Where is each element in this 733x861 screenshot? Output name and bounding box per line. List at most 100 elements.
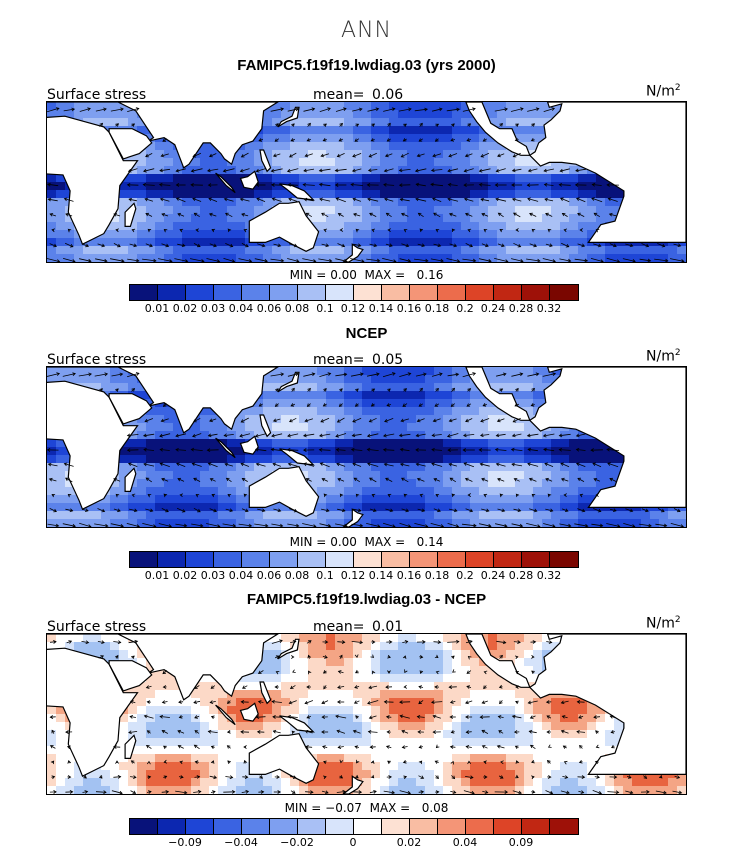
vector-arrowhead bbox=[435, 229, 440, 233]
shading-cell bbox=[317, 519, 327, 527]
shading-cell bbox=[551, 519, 561, 527]
shading-cell bbox=[542, 174, 552, 183]
shading-cell bbox=[164, 230, 174, 239]
vector-arrowhead bbox=[431, 462, 435, 466]
shading-cell bbox=[452, 126, 462, 135]
shading-cell bbox=[344, 246, 354, 255]
vector-arrowhead bbox=[71, 259, 76, 262]
vector-arrow bbox=[145, 213, 153, 217]
vector-arrowhead bbox=[325, 243, 330, 248]
shading-cell bbox=[614, 198, 624, 207]
vector-arrowhead bbox=[455, 524, 460, 527]
shading-cell bbox=[542, 110, 552, 119]
shading-cell bbox=[74, 642, 84, 651]
shading-cell bbox=[461, 246, 471, 255]
shading-cell bbox=[182, 471, 192, 480]
vector-arrowhead bbox=[597, 243, 602, 248]
shading-cell bbox=[173, 238, 183, 247]
shading-cell bbox=[308, 246, 318, 255]
shading-cell bbox=[569, 714, 579, 723]
shading-cell bbox=[155, 471, 165, 480]
shading-cell bbox=[272, 455, 282, 464]
shading-cell bbox=[641, 511, 651, 520]
shading-cell bbox=[398, 658, 408, 667]
shading-cell bbox=[605, 246, 615, 255]
shading-cell bbox=[407, 714, 417, 723]
shading-cell bbox=[542, 383, 552, 392]
vector-arrow bbox=[385, 153, 393, 157]
shading-cell bbox=[119, 230, 129, 239]
vector-arrowhead bbox=[408, 107, 412, 112]
shading-cell bbox=[335, 222, 345, 231]
shading-cell bbox=[551, 198, 561, 207]
shading-cell bbox=[461, 383, 471, 392]
shading-cell bbox=[623, 246, 633, 255]
shading-cell bbox=[164, 174, 174, 183]
vector-arrowhead bbox=[526, 433, 531, 438]
shading-cell bbox=[479, 254, 489, 262]
shading-cell bbox=[416, 142, 426, 151]
vector-arrow bbox=[512, 168, 522, 172]
vector-arrow bbox=[273, 243, 281, 247]
shading-cell bbox=[191, 423, 201, 432]
shading-cell bbox=[164, 198, 174, 207]
vector-arrow bbox=[206, 258, 220, 262]
shading-cell bbox=[371, 439, 381, 448]
shading-cell bbox=[164, 182, 174, 191]
vector-arrowhead bbox=[321, 212, 325, 217]
vector-arrow bbox=[608, 198, 618, 202]
shading-cell bbox=[560, 447, 570, 456]
vector-arrow bbox=[528, 448, 538, 452]
shading-cell bbox=[335, 519, 345, 527]
vector-arrow bbox=[446, 258, 460, 262]
vector-arrowhead bbox=[307, 387, 311, 392]
shading-cell bbox=[497, 650, 507, 659]
colorbar-swatch bbox=[354, 552, 382, 567]
shading-cell bbox=[254, 439, 264, 448]
shading-cell bbox=[299, 634, 309, 643]
vector-arrow bbox=[161, 153, 169, 157]
colorbar-tick-label: 0.16 bbox=[396, 302, 422, 315]
shading-cell bbox=[389, 495, 399, 504]
colorbar-swatch bbox=[466, 285, 494, 300]
shading-cell bbox=[290, 254, 300, 262]
vector-arrowhead bbox=[243, 228, 248, 233]
vector-arrowhead bbox=[482, 403, 487, 407]
shading-cell bbox=[317, 495, 327, 504]
shading-cell bbox=[380, 487, 390, 496]
shading-cell bbox=[353, 383, 363, 392]
shading-cell bbox=[245, 690, 255, 699]
shading-cell bbox=[281, 238, 291, 247]
vector-arrow bbox=[177, 243, 185, 247]
shading-cell bbox=[380, 706, 390, 715]
vector-arrowhead bbox=[533, 243, 538, 248]
vector-arrow bbox=[65, 213, 73, 217]
vector-arrowhead bbox=[497, 477, 501, 482]
vector-arrowhead bbox=[431, 447, 435, 452]
shading-cell bbox=[452, 142, 462, 151]
shading-cell bbox=[209, 182, 219, 191]
shading-cell bbox=[470, 439, 480, 448]
shading-cell bbox=[443, 706, 453, 715]
shading-cell bbox=[371, 407, 381, 416]
shading-cell bbox=[506, 479, 516, 488]
vector-arrowhead bbox=[192, 153, 197, 158]
shading-cell bbox=[452, 222, 462, 231]
vector-arrowhead bbox=[545, 212, 549, 217]
shading-cell bbox=[506, 698, 516, 707]
vector-arrowhead bbox=[361, 259, 365, 262]
shading-cell bbox=[326, 246, 336, 255]
vector-arrowhead bbox=[403, 229, 408, 233]
vector-arrowhead bbox=[480, 433, 484, 438]
shading-cell bbox=[227, 471, 237, 480]
shading-cell bbox=[533, 134, 543, 143]
vector-arrowhead bbox=[558, 447, 563, 452]
shading-cell bbox=[200, 463, 210, 472]
vector-arrowhead bbox=[391, 107, 396, 111]
vector-arrow bbox=[303, 433, 315, 437]
vector-arrow bbox=[401, 243, 409, 247]
vector-arrow bbox=[353, 508, 361, 512]
shading-cell bbox=[407, 206, 417, 215]
vector-arrowhead bbox=[289, 418, 293, 423]
coastline bbox=[124, 467, 137, 493]
